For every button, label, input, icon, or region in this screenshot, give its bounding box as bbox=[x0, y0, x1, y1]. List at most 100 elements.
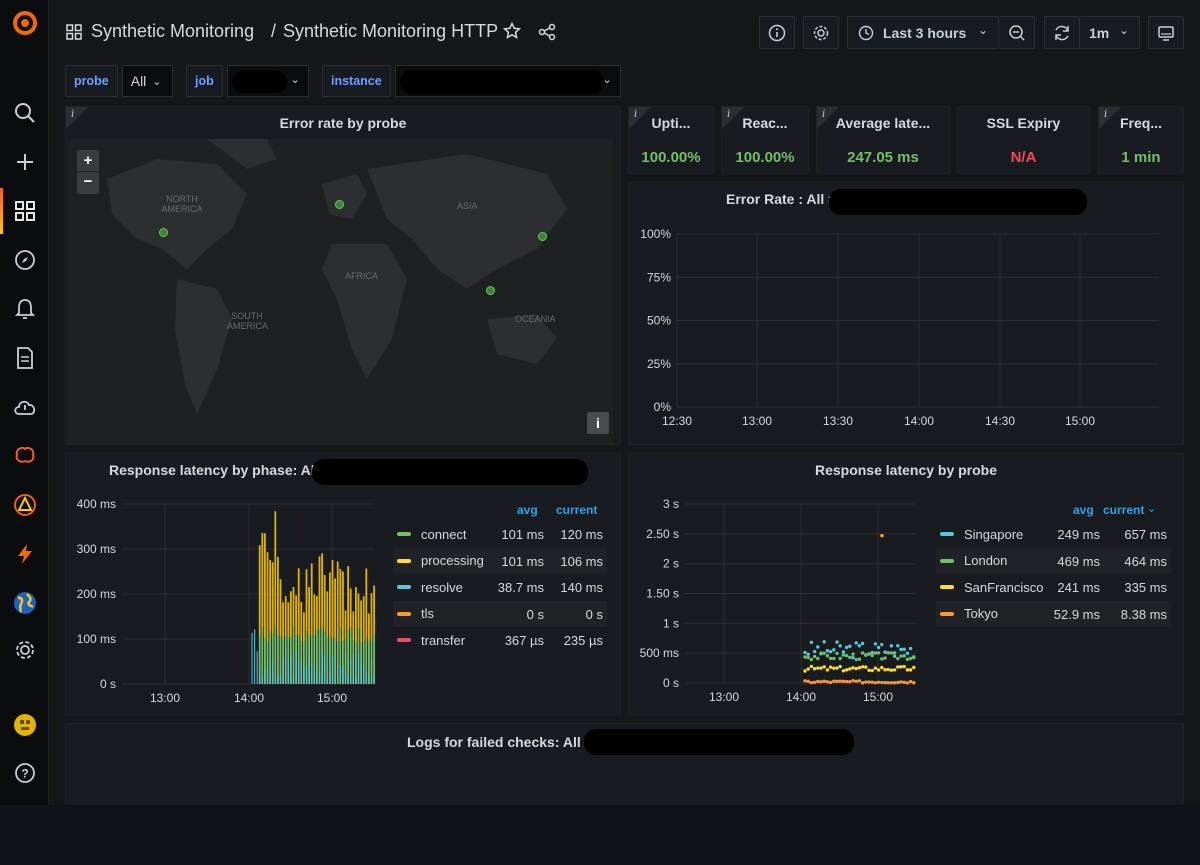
gear-icon[interactable] bbox=[12, 637, 38, 663]
stat-panel-uptime[interactable]: i Upti... 100.00% bbox=[628, 106, 714, 174]
grafana-logo[interactable] bbox=[12, 10, 38, 36]
panel-title[interactable]: Error Rate : All = bbox=[726, 191, 837, 207]
series-name[interactable]: tls bbox=[421, 606, 434, 621]
probe-marker-tokyo[interactable] bbox=[538, 232, 547, 241]
series-color-swatch[interactable] bbox=[397, 638, 411, 642]
bell-icon[interactable] bbox=[12, 296, 38, 322]
panel-logs-failed-checks[interactable]: Logs for failed checks: All = bbox=[65, 723, 1184, 805]
panel-error-rate-map[interactable]: i Error rate by probe NORTH AMERICA ASIA… bbox=[65, 106, 621, 445]
phase-bar-resolve bbox=[277, 675, 279, 684]
legend-header-current[interactable]: current bbox=[1103, 503, 1145, 517]
probe-latency-graph[interactable]: 3 s 2.50 s 2 s 1.50 s 1 s 500 ms 0 s 13:00 14:00… bbox=[629, 454, 929, 716]
stat-title[interactable]: Upti... bbox=[651, 115, 691, 131]
phase-latency-graph[interactable]: 400 ms 300 ms 200 ms 100 ms 0 s 13:00 14:00 15:… bbox=[66, 454, 386, 716]
series-name[interactable]: transfer bbox=[421, 632, 466, 648]
panel-info-corner[interactable] bbox=[66, 107, 88, 129]
series-name[interactable]: processing bbox=[421, 553, 484, 568]
tv-mode-button[interactable] bbox=[1148, 16, 1184, 49]
panel-info-corner[interactable] bbox=[817, 107, 839, 129]
help-icon[interactable]: ? bbox=[12, 760, 38, 786]
phase-bar-connect bbox=[368, 640, 370, 684]
stat-panel-average-latency[interactable]: i Average late... 247.05 ms bbox=[816, 106, 950, 174]
stat-panel-reachability[interactable]: i Reac... 100.00% bbox=[721, 106, 809, 174]
panel-latency-by-phase[interactable]: Response latency by phase: All = 400 ms 3… bbox=[65, 453, 621, 715]
probe-legend-row[interactable]: Singapore bbox=[936, 521, 1171, 547]
legend-header-avg[interactable]: avg bbox=[1073, 503, 1094, 517]
refresh-button[interactable] bbox=[1044, 16, 1080, 49]
stat-title[interactable]: Reac... bbox=[742, 115, 788, 131]
cloud-alert-icon[interactable] bbox=[12, 394, 38, 420]
share-icon[interactable] bbox=[538, 23, 556, 46]
panel-title[interactable]: Error rate by probe bbox=[279, 115, 407, 131]
series-color-swatch[interactable] bbox=[397, 611, 411, 616]
breadcrumb-folder[interactable]: Synthetic Monitoring bbox=[91, 21, 255, 41]
series-name[interactable]: resolve bbox=[421, 579, 463, 595]
series-name[interactable]: Tokyo bbox=[964, 606, 998, 621]
refresh-interval-picker[interactable]: 1m ⌄ bbox=[1080, 16, 1140, 49]
oncall-icon[interactable] bbox=[12, 492, 38, 518]
panel-info-corner[interactable] bbox=[722, 107, 744, 129]
variable-select-instance[interactable]: ⌄ bbox=[394, 65, 621, 97]
globe-icon[interactable] bbox=[12, 590, 38, 616]
search-icon[interactable] bbox=[12, 100, 38, 126]
probe-marker-singapore[interactable] bbox=[486, 286, 495, 295]
phase-bar-processing bbox=[266, 552, 269, 643]
lightning-icon[interactable] bbox=[12, 541, 38, 567]
dashboard-settings-button[interactable] bbox=[803, 16, 839, 49]
stat-panel-ssl-expiry[interactable]: SSL Expiry N/A bbox=[957, 106, 1090, 174]
panel-title[interactable]: Logs for failed checks: All = bbox=[407, 734, 593, 750]
map-attribution-button[interactable]: i bbox=[587, 412, 609, 434]
series-color-swatch[interactable] bbox=[940, 532, 954, 536]
variable-select-job[interactable]: ⌄ bbox=[226, 65, 309, 97]
panel-error-rate[interactable]: Error Rate : All = 100% 75% 50% 25% 0% 12:30 1… bbox=[628, 182, 1184, 445]
probe-legend-row[interactable]: Tokyo bbox=[936, 600, 1171, 627]
series-color-swatch[interactable] bbox=[940, 585, 954, 589]
phase-legend-row[interactable]: resolve bbox=[393, 574, 607, 600]
phase-legend-row[interactable]: tls bbox=[393, 600, 607, 627]
series-color-swatch[interactable] bbox=[397, 558, 411, 563]
time-range-picker[interactable]: Last 3 hours ⌄ bbox=[847, 16, 999, 49]
probe-marker-sanfrancisco[interactable] bbox=[159, 228, 168, 237]
explore-icon[interactable] bbox=[12, 247, 38, 273]
world-map[interactable]: NORTH AMERICA ASIA AFRICA SOUTH AMERICA … bbox=[67, 139, 613, 444]
legend-header-current[interactable]: current bbox=[556, 503, 598, 517]
avatar[interactable] bbox=[12, 712, 38, 738]
phase-legend-row[interactable]: processing bbox=[393, 547, 607, 574]
page-title[interactable]: Synthetic Monitoring HTTP bbox=[283, 21, 499, 41]
phase-legend-row[interactable]: transfer bbox=[393, 627, 607, 653]
probe-marker-london[interactable] bbox=[335, 200, 344, 209]
panel-info-corner[interactable] bbox=[629, 107, 651, 129]
stat-title[interactable]: Average late... bbox=[835, 115, 931, 131]
map-zoom-out-button[interactable]: − bbox=[83, 173, 93, 190]
dashboards-icon[interactable] bbox=[12, 198, 38, 224]
star-icon[interactable] bbox=[502, 21, 522, 45]
error-rate-graph[interactable]: 100% 75% 50% 25% 0%12:30 13:00 13:30 14:00 14:30… bbox=[629, 183, 1185, 446]
map-zoom-in-button[interactable]: + bbox=[77, 150, 99, 172]
phase-legend-row[interactable]: connect bbox=[393, 521, 607, 547]
brain-plugin-icon[interactable] bbox=[12, 443, 38, 469]
panel-latency-by-probe[interactable]: Response latency by probe 3 s 2.50 s 2 s 1.… bbox=[628, 453, 1184, 715]
panel-title[interactable]: Response latency by probe bbox=[814, 462, 998, 478]
document-icon[interactable] bbox=[12, 345, 38, 371]
series-name[interactable]: London bbox=[964, 553, 1008, 568]
series-color-swatch[interactable] bbox=[397, 532, 411, 536]
panel-title[interactable]: Response latency by phase: All = bbox=[109, 462, 331, 478]
probe-legend-row[interactable]: SanFrancisco bbox=[936, 574, 1171, 600]
stat-panel-frequency[interactable]: i Freq... 1 min bbox=[1098, 106, 1184, 174]
series-color-swatch[interactable] bbox=[397, 585, 411, 589]
probe-legend-row[interactable]: London bbox=[936, 547, 1171, 574]
zoom-out-button[interactable] bbox=[999, 16, 1035, 49]
series-name[interactable]: SanFrancisco bbox=[964, 579, 1044, 595]
panel-info-corner[interactable] bbox=[1099, 107, 1121, 129]
series-name[interactable]: Singapore bbox=[964, 526, 1024, 542]
variable-select-probe[interactable]: All ⌄ bbox=[121, 65, 173, 97]
dashboard-info-button[interactable] bbox=[759, 16, 795, 49]
stat-title[interactable]: SSL Expiry bbox=[986, 115, 1061, 131]
probe-point-london bbox=[825, 654, 830, 658]
plus-icon[interactable] bbox=[12, 149, 38, 175]
series-color-swatch[interactable] bbox=[940, 611, 954, 616]
series-name[interactable]: connect bbox=[421, 526, 467, 542]
series-color-swatch[interactable] bbox=[940, 558, 954, 563]
stat-title[interactable]: Freq... bbox=[1119, 115, 1162, 131]
legend-header-avg[interactable]: avg bbox=[517, 503, 538, 517]
